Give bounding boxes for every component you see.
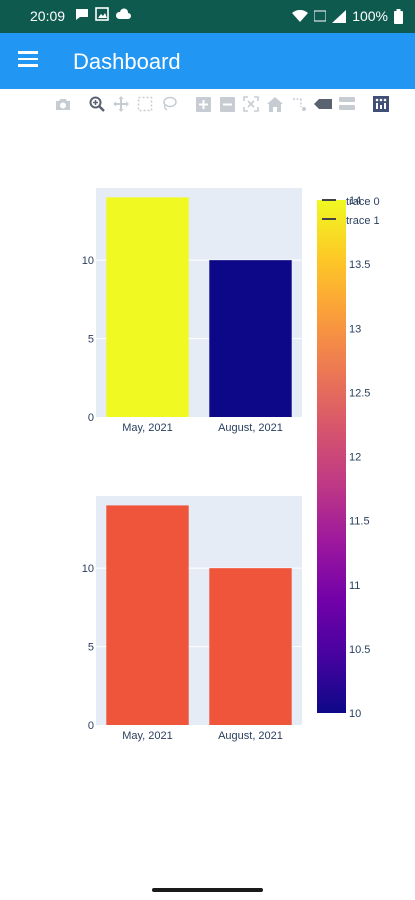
y-tick-label: 5 bbox=[88, 642, 94, 654]
x-tick-label: May, 2021 bbox=[122, 730, 173, 742]
home-indicator[interactable] bbox=[152, 888, 263, 892]
colorbar-tick-label: 13.5 bbox=[349, 259, 370, 271]
colorbar-tick-label: 12 bbox=[349, 452, 361, 464]
battery-percent: 100% bbox=[352, 8, 388, 24]
bar bbox=[209, 568, 292, 725]
colorbar-tick-label: 12.5 bbox=[349, 387, 370, 399]
signal-icon bbox=[332, 9, 347, 23]
cloud-icon bbox=[115, 8, 131, 19]
hover-closest-icon[interactable] bbox=[312, 95, 334, 113]
gallery-icon bbox=[95, 7, 109, 21]
volte-icon bbox=[314, 10, 327, 22]
colorbar-tick-label: 14 bbox=[349, 195, 361, 207]
pan-icon[interactable] bbox=[110, 95, 132, 113]
y-tick-label: 5 bbox=[88, 334, 94, 346]
message-icon bbox=[76, 9, 88, 20]
bar-chart: 0 5 10 May, 2021 August, 2021 0 5 10 May, 2021 Au… bbox=[82, 188, 380, 742]
plot-modebar bbox=[52, 95, 402, 113]
y-tick-label: 0 bbox=[88, 720, 94, 732]
colorbar-tick-label: 11.5 bbox=[349, 516, 370, 528]
autoscale-icon[interactable] bbox=[240, 95, 262, 113]
bar bbox=[209, 260, 292, 417]
plotly-logo-icon[interactable] bbox=[370, 95, 392, 113]
legend-label: trace 1 bbox=[346, 215, 380, 227]
zoom-in-icon[interactable] bbox=[192, 95, 214, 113]
bar bbox=[106, 505, 189, 725]
y-tick-label: 0 bbox=[88, 412, 94, 424]
colorbar-tick-label: 11 bbox=[349, 580, 360, 592]
colorbar-tick-label: 13 bbox=[349, 323, 361, 335]
menu-button[interactable] bbox=[18, 51, 38, 67]
battery-icon bbox=[394, 8, 403, 24]
spike-lines-icon[interactable] bbox=[288, 95, 310, 113]
colorbar-tick-label: 10.5 bbox=[349, 644, 370, 656]
bar bbox=[106, 197, 189, 417]
x-tick-label: August, 2021 bbox=[218, 730, 283, 742]
legend-label: trace 0 bbox=[346, 196, 380, 208]
y-tick-label: 10 bbox=[82, 255, 94, 267]
y-tick-label: 10 bbox=[82, 563, 94, 575]
status-time: 20:09 bbox=[30, 8, 66, 24]
page-title: Dashboard bbox=[73, 49, 181, 74]
hover-compare-icon[interactable] bbox=[336, 95, 358, 113]
zoom-icon[interactable] bbox=[86, 95, 108, 113]
reset-axes-icon[interactable] bbox=[264, 95, 286, 113]
x-tick-label: August, 2021 bbox=[218, 422, 283, 434]
camera-icon[interactable] bbox=[52, 95, 74, 113]
colorbar-tick-label: 10 bbox=[349, 708, 361, 720]
x-tick-label: May, 2021 bbox=[122, 422, 173, 434]
status-bar: 20:09 100% bbox=[0, 0, 415, 33]
lasso-select-icon[interactable] bbox=[158, 95, 180, 113]
colorbar bbox=[317, 200, 346, 713]
zoom-out-icon[interactable] bbox=[216, 95, 238, 113]
app-bar: Dashboard bbox=[0, 33, 415, 89]
box-select-icon[interactable] bbox=[134, 95, 156, 113]
wifi-icon bbox=[292, 9, 309, 22]
